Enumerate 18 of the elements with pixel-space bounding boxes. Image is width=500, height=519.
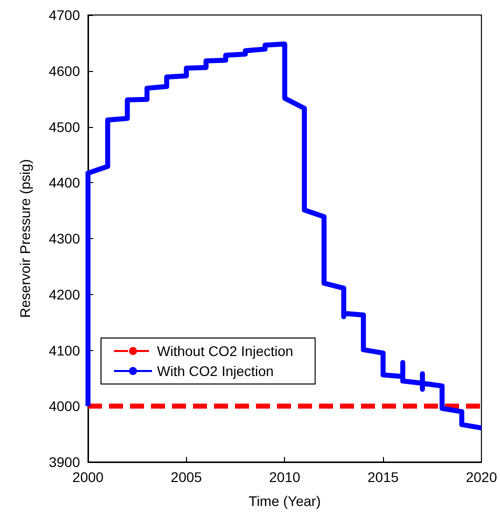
y-tick-label: 4000 — [48, 398, 80, 414]
y-tick-label: 3900 — [48, 454, 80, 470]
legend-label: Without CO2 Injection — [157, 343, 294, 359]
legend-label: With CO2 Injection — [157, 363, 274, 379]
y-tick-label: 4600 — [48, 62, 80, 79]
x-tick-label: 2010 — [269, 469, 300, 485]
x-tick-label: 2020 — [466, 469, 498, 485]
y-tick-label: 4700 — [48, 7, 80, 23]
x-tick-label: 2000 — [72, 469, 104, 485]
y-tick-label: 4200 — [48, 286, 80, 302]
x-tick-label: 2015 — [367, 469, 399, 485]
y-axis-title: Reservoir Pressure (psig) — [17, 159, 33, 318]
y-tick-label: 4500 — [48, 118, 80, 135]
y-tick-label: 4100 — [48, 342, 80, 358]
y-tick-label: 4400 — [48, 174, 80, 191]
y-tick-label: 4300 — [48, 230, 80, 246]
x-tick-label: 2005 — [170, 469, 202, 485]
x-axis-title: Time (Year) — [248, 493, 321, 509]
